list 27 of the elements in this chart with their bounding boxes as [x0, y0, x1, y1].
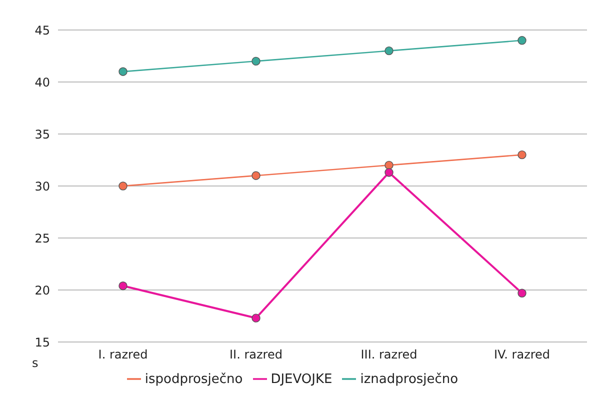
y-tick-label: 15	[34, 335, 50, 350]
y-axis-title: s	[32, 356, 38, 370]
legend-label: iznadprosječno	[360, 372, 458, 387]
x-tick-label: I. razred	[98, 348, 148, 362]
point	[118, 281, 128, 290]
y-tick-label: 20	[34, 283, 50, 298]
legend-label: DJEVOJKE	[270, 372, 332, 387]
point	[252, 56, 260, 66]
legend-label: ispodprosječno	[144, 372, 243, 387]
point	[518, 36, 526, 45]
y-tick-label: 25	[34, 231, 50, 246]
point	[252, 171, 260, 180]
point	[518, 288, 526, 298]
x-tick-label: III. razred	[360, 348, 418, 362]
point	[384, 46, 394, 56]
y-tick-label: 45	[34, 23, 50, 38]
point	[118, 182, 128, 190]
x-tick-label: IV. razred	[494, 348, 550, 362]
point	[252, 314, 260, 322]
y-tick-label: 35	[34, 127, 50, 142]
y-tick-label: 40	[34, 75, 50, 90]
point	[518, 150, 526, 160]
y-tick-label: 30	[34, 179, 50, 194]
point	[384, 160, 394, 170]
point	[384, 168, 394, 177]
x-tick-label: II. razred	[230, 348, 282, 362]
point	[118, 67, 128, 76]
